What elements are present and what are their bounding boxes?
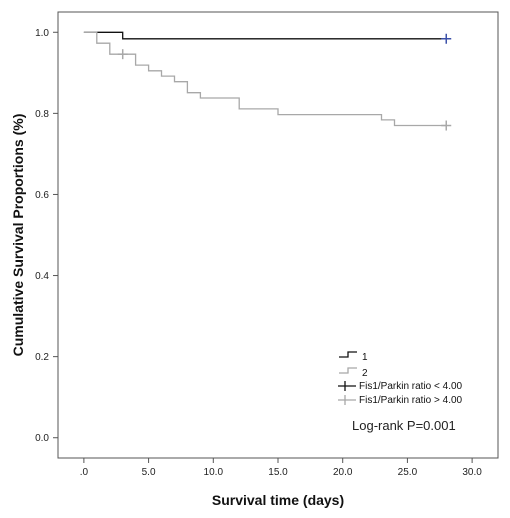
x-tick-label-5: 25.0 <box>398 467 418 478</box>
series-layer <box>83 31 452 131</box>
legend-swatch-2 <box>339 367 357 374</box>
y-axis-title: Cumulative Survival Proportions (%) <box>10 114 26 357</box>
legend-censor-label-2: Fis1/Parkin ratio > 4.00 <box>359 395 463 406</box>
series-2-censor-mark-0 <box>117 49 128 60</box>
y-tick-label-4: 0.8 <box>35 109 49 120</box>
axis-ticks: .0 5.0 10.0 15.0 20.0 25.0 30.0 0.0 0.2 0.4 0.6 0.8… <box>35 28 482 478</box>
series-2-line <box>83 31 447 127</box>
x-tick-label-1: 5.0 <box>142 467 156 478</box>
y-tick-label-2: 0.4 <box>35 271 49 282</box>
x-tick-label-2: 10.0 <box>204 467 224 478</box>
y-tick-label-0: 0.0 <box>35 433 49 444</box>
legend: 1 2 Fis1/Parkin ratio < 4.00 Fis1/Parkin… <box>338 351 463 406</box>
x-tick-label-0: .0 <box>80 467 89 478</box>
series-1-line <box>83 31 447 40</box>
x-tick-label-3: 15.0 <box>268 467 288 478</box>
x-axis-title: Survival time (days) <box>212 492 344 508</box>
series-1-censor-mark-0 <box>441 33 452 44</box>
y-tick-label-5: 1.0 <box>35 28 49 39</box>
legend-censor-label-1: Fis1/Parkin ratio < 4.00 <box>359 381 463 392</box>
plot-frame <box>57 11 499 459</box>
x-tick-label-4: 20.0 <box>333 467 353 478</box>
series-2-censor-mark-1 <box>441 120 452 131</box>
legend-swatch-1 <box>339 351 357 358</box>
legend-censor-marker-2 <box>338 395 356 405</box>
x-tick-label-6: 30.0 <box>462 467 482 478</box>
y-tick-label-3: 0.6 <box>35 190 49 201</box>
legend-label-2: 2 <box>362 368 368 379</box>
y-tick-label-1: 0.2 <box>35 352 49 363</box>
legend-censor-marker-1 <box>338 381 356 391</box>
log-rank-annotation: Log-rank P=0.001 <box>352 418 456 433</box>
legend-label-1: 1 <box>362 352 368 363</box>
